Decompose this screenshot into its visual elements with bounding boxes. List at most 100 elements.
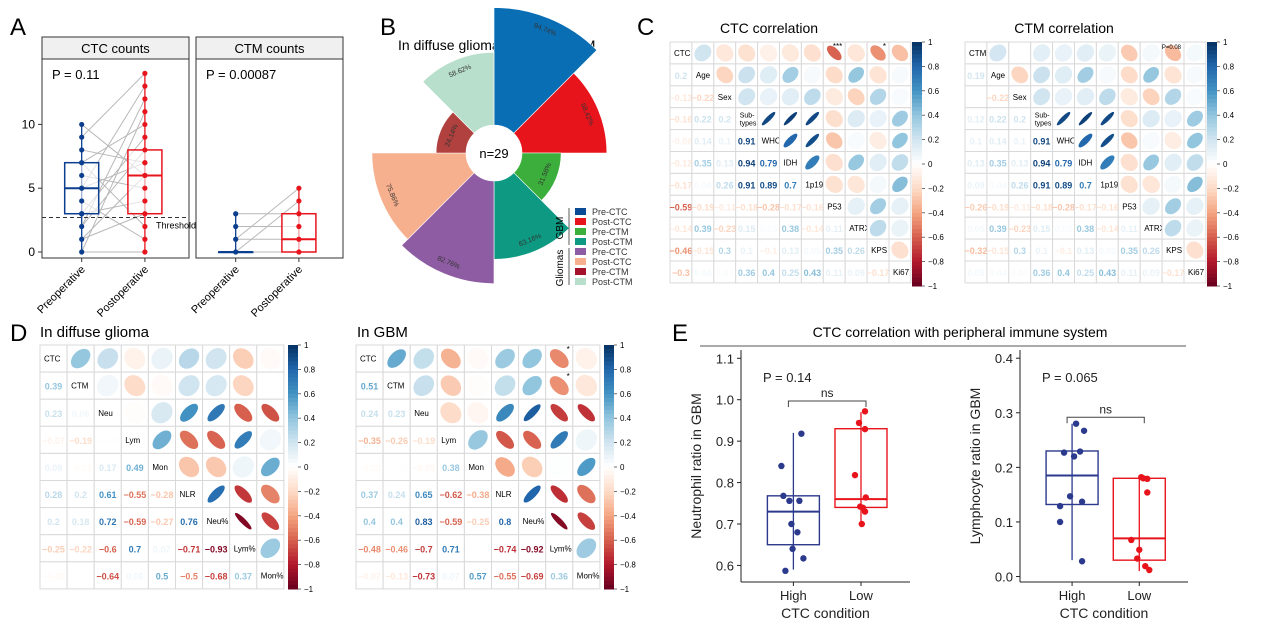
corr-variable-label: CTM: [969, 49, 987, 58]
corr-ellipse: [413, 348, 435, 369]
data-point: [794, 529, 801, 536]
colorbar-tick-label: −0.8: [1223, 258, 1239, 267]
colorbar-segment: [912, 58, 922, 63]
corr-value: 0.38: [442, 463, 460, 473]
corr-ellipse: [716, 44, 734, 62]
corr-cell: [463, 534, 492, 563]
y-tick-label: 0.6: [716, 558, 734, 573]
corr-variable-label: CTC: [44, 355, 61, 364]
colorbar-segment: [1207, 131, 1217, 137]
colorbar-segment: [288, 430, 298, 435]
colorbar-segment: [288, 507, 298, 513]
colorbar-segment: [288, 511, 298, 517]
corr-ellipse: [1164, 219, 1182, 237]
corr-ellipse: [259, 429, 282, 451]
colorbar-segment: [288, 499, 298, 505]
corr-ellipse: [152, 430, 172, 450]
corr-significance-mark: ***: [833, 42, 842, 51]
corr-variable-label: Sex: [1013, 93, 1027, 102]
corr-cell: [463, 480, 492, 509]
corr-variable-label: KPS: [871, 246, 887, 255]
corr-value: 0.23: [388, 409, 406, 419]
significance-bracket: [1066, 416, 1145, 424]
corr-value: −0.1: [760, 246, 778, 256]
colorbar-segment: [288, 381, 298, 387]
corr-variable-label: P53: [827, 202, 842, 211]
colorbar-segment: [1207, 233, 1217, 238]
corr-value: −0.14: [670, 224, 693, 234]
corr-cell: [175, 534, 204, 563]
corr-value: 0.91: [738, 180, 756, 190]
corr-value: 0.24: [388, 490, 406, 500]
data-point: [788, 520, 795, 528]
colorbar-segment: [288, 467, 298, 472]
corr-value: −0.19: [691, 202, 714, 212]
corr-value: −0.19: [412, 436, 435, 446]
paired-line: [235, 187, 300, 240]
colorbar-segment: [1207, 253, 1217, 259]
colorbar-segment: [604, 393, 614, 399]
data-point: [142, 198, 148, 204]
panel-e-plot-1: 0.6 0.7 0.8 0.9 1.0 1.1 High Low CTC condition Ne…: [688, 350, 910, 621]
colorbar-segment: [604, 397, 614, 403]
x-axis-label: CTC condition: [781, 605, 870, 621]
corr-ellipse: [1187, 132, 1203, 149]
panel-d-gbm-correlation: In GBM CTC 0.51 CTM 0.24 0.23 Neu −0.35 −0.26 −0.…: [355, 324, 636, 594]
colorbar-segment: [288, 365, 298, 370]
colorbar-tick-label: −0.2: [928, 184, 944, 193]
corr-value: 0.11: [1121, 268, 1138, 278]
panel-d-glioma-correlation: In diffuse glioma CTC 0.39 CTM 0.23 0.06 Neu −0…: [39, 324, 320, 594]
corr-variable-label: NLR: [180, 490, 196, 499]
corr-value: 0.26: [847, 246, 865, 256]
colorbar-tick-label: −0.2: [1223, 184, 1239, 193]
colorbar-segment: [604, 483, 614, 488]
x-axis-label: CTC condition: [1060, 605, 1149, 621]
colorbar-segment: [1207, 86, 1217, 92]
colorbar-segment: [1207, 82, 1217, 88]
colorbar-segment: [912, 249, 922, 254]
colorbar-segment: [288, 495, 298, 501]
corr-value: 0.03: [1055, 224, 1073, 234]
data-point: [142, 109, 148, 115]
corr-value: 0.06: [126, 571, 144, 581]
corr-ellipse: [577, 457, 596, 477]
data-point: [778, 462, 785, 470]
colorbar-tick-label: 1: [620, 341, 625, 350]
corr-value: −0.7: [415, 544, 433, 554]
corr-ellipse: [1186, 154, 1204, 171]
corr-value: 0.35: [825, 246, 843, 256]
colorbar-segment: [604, 357, 614, 362]
corr-ellipse: [870, 45, 886, 61]
corr-ellipse: [523, 485, 541, 503]
corr-value: −0.22: [691, 93, 714, 103]
corr-ellipse: [234, 485, 252, 503]
legend-swatch: [575, 208, 586, 215]
corr-value: −0.35: [358, 436, 381, 446]
corr-cell: [964, 85, 988, 109]
corr-ellipse: [1164, 175, 1182, 194]
colorbar-segment: [288, 373, 298, 379]
corr-value: 0.38: [782, 224, 800, 234]
colorbar-segment: [288, 564, 298, 570]
corr-ellipse: [151, 347, 173, 370]
corr-value: −0.07: [358, 571, 381, 581]
y-axis-label: Lymphocyte ratio in GBM: [967, 388, 983, 545]
corr-ellipse: [151, 374, 173, 397]
corr-ellipse: [521, 456, 543, 478]
colorbar-tick-label: 0.4: [1223, 111, 1235, 120]
colorbar-segment: [912, 216, 922, 222]
corr-ellipse: [825, 88, 843, 106]
colorbar-segment: [604, 499, 614, 505]
corr-value: 0.13: [967, 158, 985, 168]
colorbar-segment: [288, 536, 298, 541]
data-point: [142, 160, 148, 166]
corr-cell: [175, 561, 204, 590]
colorbar-segment: [912, 241, 922, 246]
colorbar-segment: [912, 115, 922, 120]
colorbar-segment: [288, 487, 298, 492]
corr-value: −0.17: [1074, 202, 1097, 212]
corr-ellipse: [495, 348, 515, 369]
data-point: [79, 236, 85, 242]
colorbar-tick-label: −0.8: [304, 561, 320, 570]
